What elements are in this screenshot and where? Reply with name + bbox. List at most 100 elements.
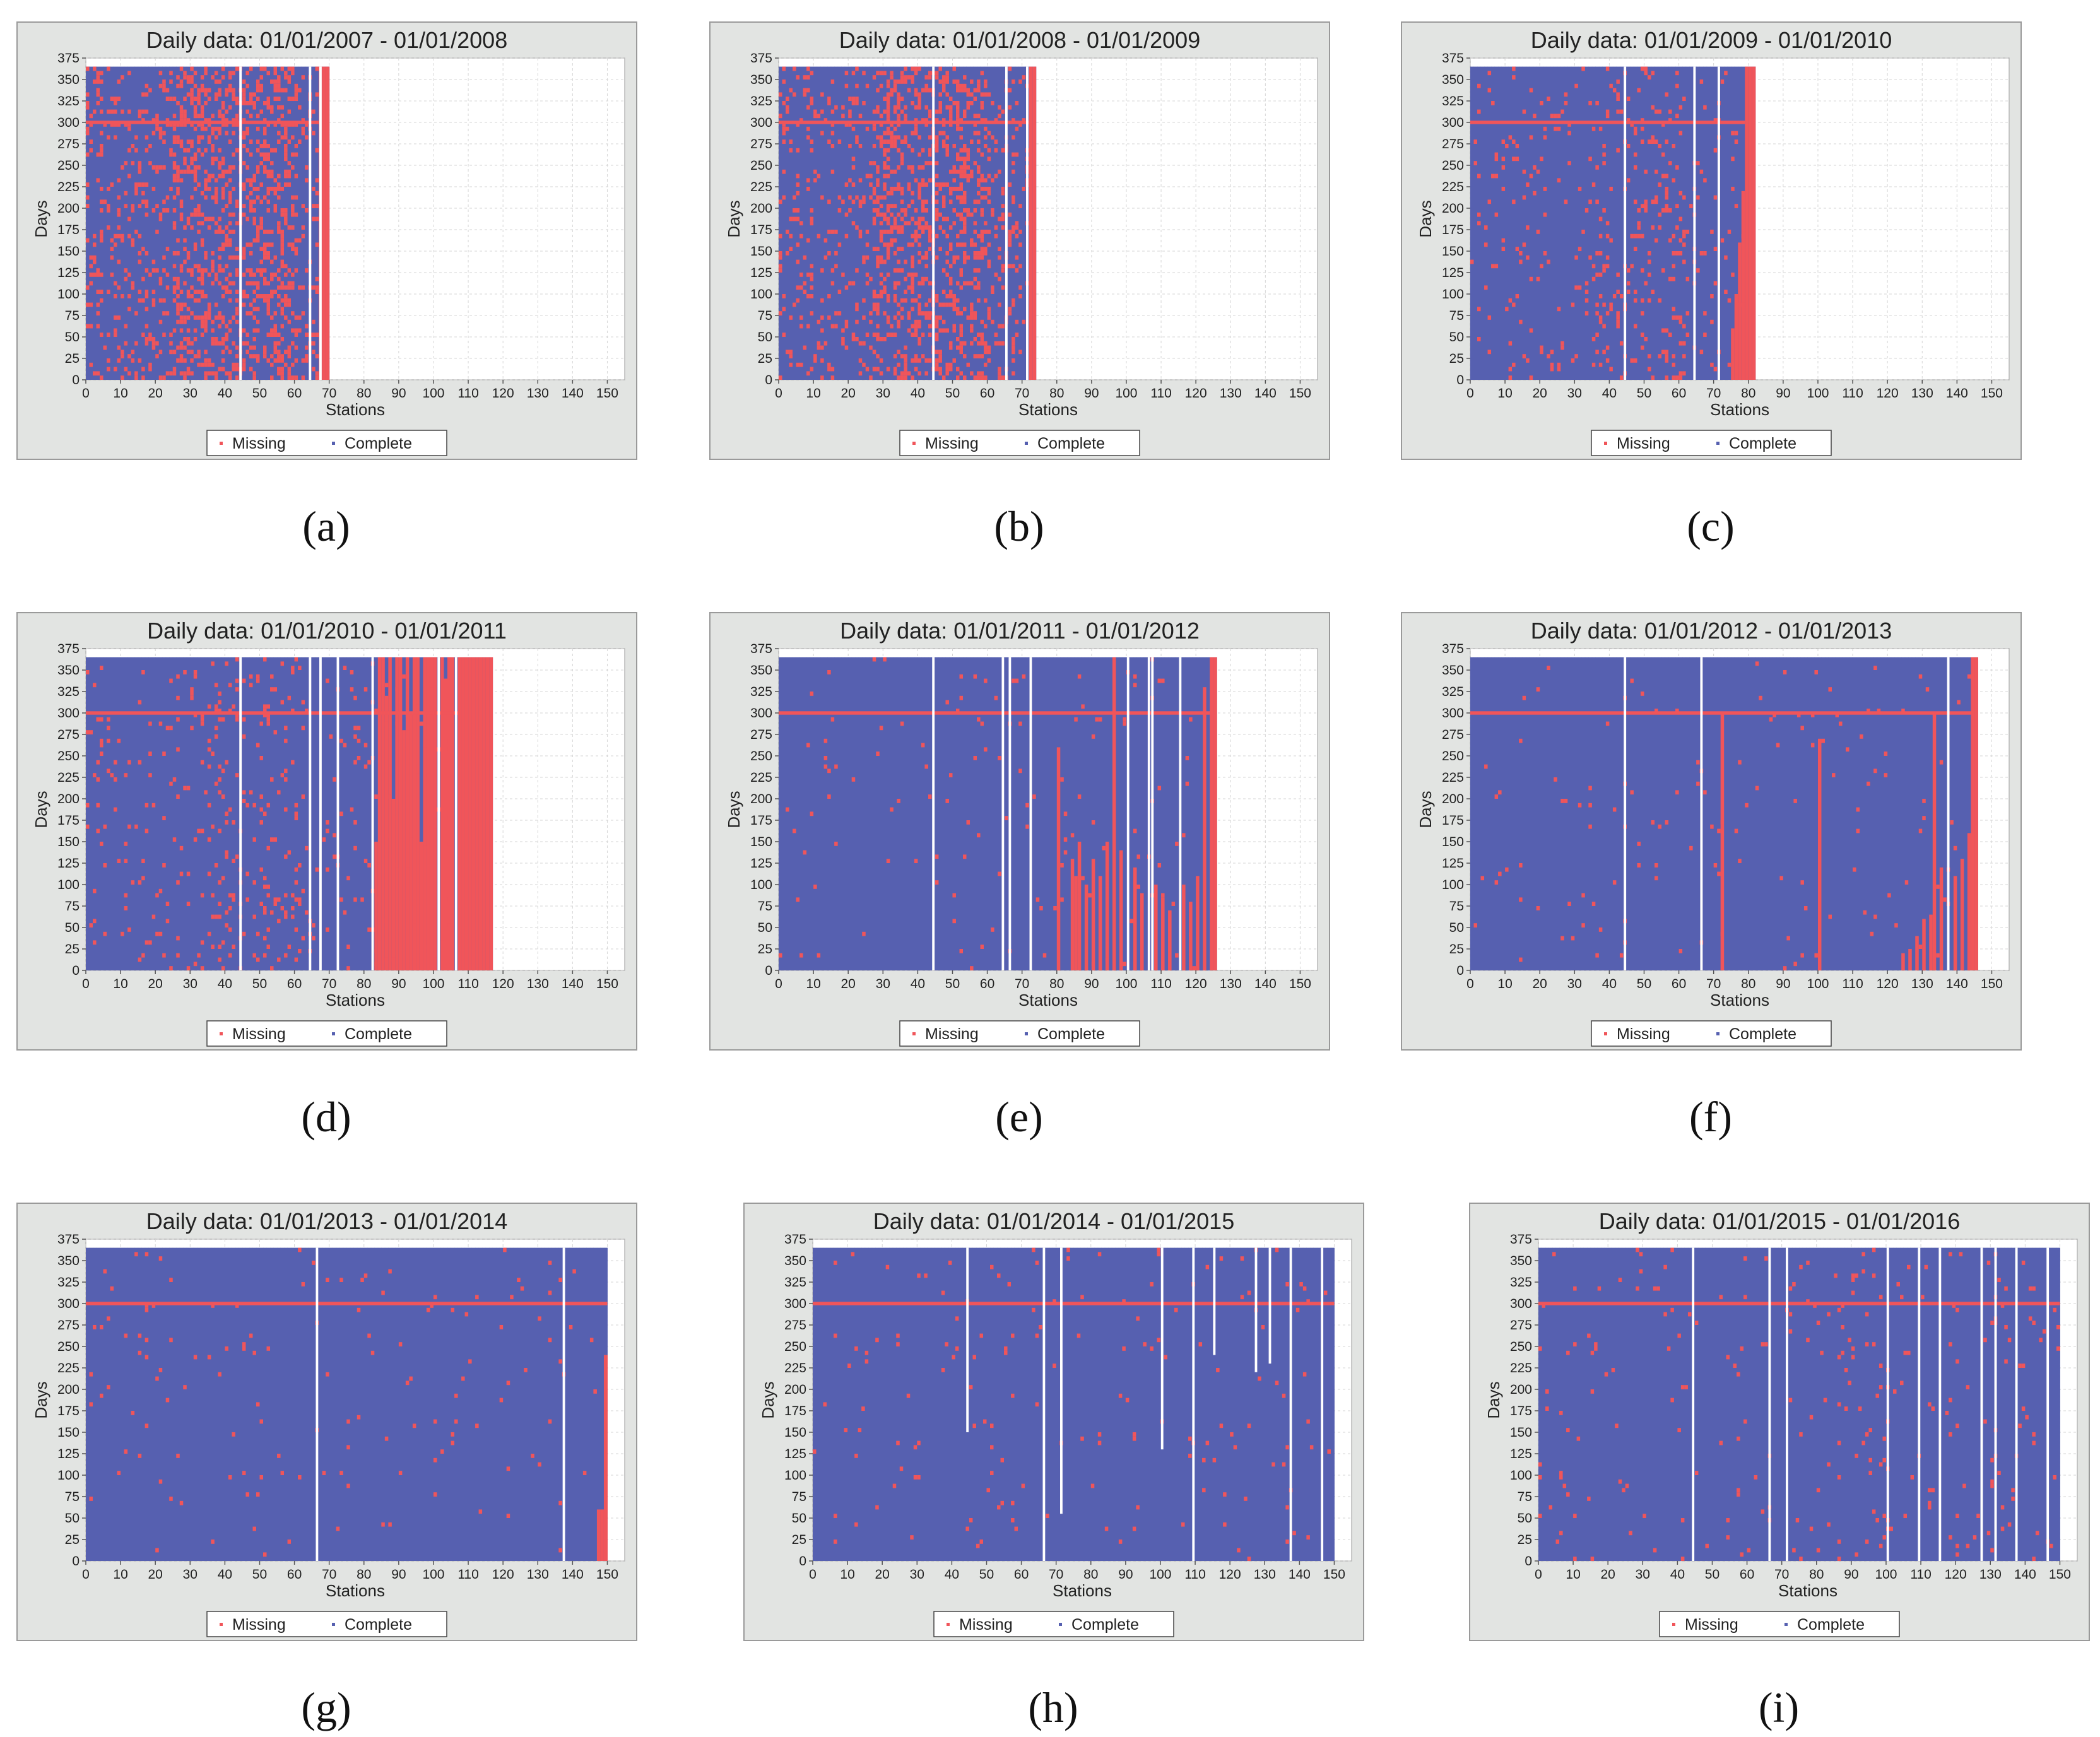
missing-cell <box>402 674 406 679</box>
missing-cell <box>911 255 915 260</box>
missing-cell <box>245 195 250 200</box>
station-column <box>1727 657 1731 970</box>
missing-cell <box>117 178 121 183</box>
missing-cell <box>1640 692 1644 696</box>
station-column <box>301 66 305 380</box>
station-column <box>1591 657 1596 970</box>
missing-cell <box>211 1304 215 1308</box>
missing-cell <box>266 803 271 808</box>
missing-cell <box>294 315 298 320</box>
missing-cell <box>945 92 950 97</box>
missing-cell <box>298 897 302 902</box>
missing-cell <box>138 1454 142 1458</box>
missing-cell <box>1904 880 1909 885</box>
missing-cell <box>256 79 260 84</box>
missing-cell <box>907 273 911 277</box>
missing-cell <box>803 88 807 93</box>
legend-missing-label: Missing <box>925 435 979 452</box>
missing-cell <box>1884 751 1888 756</box>
missing-cell <box>955 195 960 200</box>
missing-cell <box>1856 807 1860 812</box>
missing-cell <box>165 88 170 93</box>
legend-box <box>1591 1020 1832 1047</box>
heatmap-cells <box>86 1247 608 1561</box>
missing-cell <box>179 109 184 114</box>
missing-cell <box>148 273 153 277</box>
missing-cell <box>1651 375 1655 380</box>
missing-cell <box>955 375 960 380</box>
missing-cell <box>124 859 128 863</box>
missing-cell <box>211 216 215 221</box>
missing-cell <box>350 670 354 674</box>
missing-cell <box>1810 713 1815 717</box>
chart-panel-g: 0 10 20 30 40 50 60 70 80 90 100 110 120 130 140 150 0 25… <box>16 1203 637 1641</box>
missing-cell <box>273 341 278 346</box>
missing-cell <box>1015 268 1019 273</box>
missing-cell <box>973 208 977 213</box>
missing-cell <box>897 247 901 251</box>
missing-cell <box>165 195 170 200</box>
missing-cell <box>928 109 932 114</box>
missing-cell <box>1182 833 1186 838</box>
missing-cell <box>973 311 977 315</box>
missing-cell <box>245 803 250 808</box>
station-column <box>353 657 358 970</box>
missing-cell <box>89 730 93 734</box>
station-column <box>1710 66 1714 380</box>
missing-cell <box>977 371 981 376</box>
missing-cell <box>100 187 104 191</box>
missing-cell <box>179 216 184 221</box>
station-column <box>280 657 285 970</box>
missing-cell <box>941 328 946 333</box>
missing-cell <box>876 182 880 187</box>
missing-cell <box>172 208 177 213</box>
station-column <box>1943 657 1947 970</box>
missing-cell <box>165 208 170 213</box>
missing-cell <box>924 302 929 307</box>
station-column <box>1515 66 1519 380</box>
missing-cell <box>1584 311 1589 315</box>
missing-cell <box>179 315 184 320</box>
missing-cell <box>987 345 991 350</box>
missing-cell <box>270 362 274 367</box>
station-column <box>1897 657 1902 970</box>
missing-cell <box>266 152 271 157</box>
missing-cell <box>291 281 295 286</box>
missing-cell <box>183 281 187 286</box>
missing-cell <box>1091 820 1095 825</box>
missing-cell <box>955 212 960 217</box>
station-column <box>242 657 246 970</box>
missing-cell <box>966 148 970 153</box>
missing-cell <box>897 92 901 97</box>
missing-cell <box>803 255 807 260</box>
missing-cell <box>914 122 918 127</box>
missing-cell <box>190 371 194 376</box>
missing-column <box>489 657 493 970</box>
missing-cell <box>970 341 974 346</box>
station-column <box>991 66 995 380</box>
station-column <box>277 657 281 970</box>
missing-cell <box>963 208 967 213</box>
missing-cell <box>218 131 222 136</box>
station-column <box>1720 66 1725 380</box>
missing-cell <box>980 101 984 105</box>
missing-cell <box>193 837 198 842</box>
missing-cell <box>963 221 967 226</box>
station-column <box>851 657 856 970</box>
station-column <box>941 66 946 380</box>
missing-cell <box>96 777 100 782</box>
station-column <box>145 657 149 970</box>
missing-cell <box>280 371 285 376</box>
station-column <box>107 1247 111 1561</box>
missing-cell <box>259 273 264 277</box>
missing-cell <box>984 83 988 88</box>
missing-cell <box>294 880 298 885</box>
station-column <box>326 657 330 970</box>
missing-cell <box>924 75 929 79</box>
missing-cell <box>451 927 455 932</box>
missing-cell <box>218 268 222 273</box>
missing-cell <box>291 906 295 910</box>
missing-cell <box>998 114 1002 119</box>
missing-cell <box>928 225 932 230</box>
missing-cell <box>89 264 93 269</box>
